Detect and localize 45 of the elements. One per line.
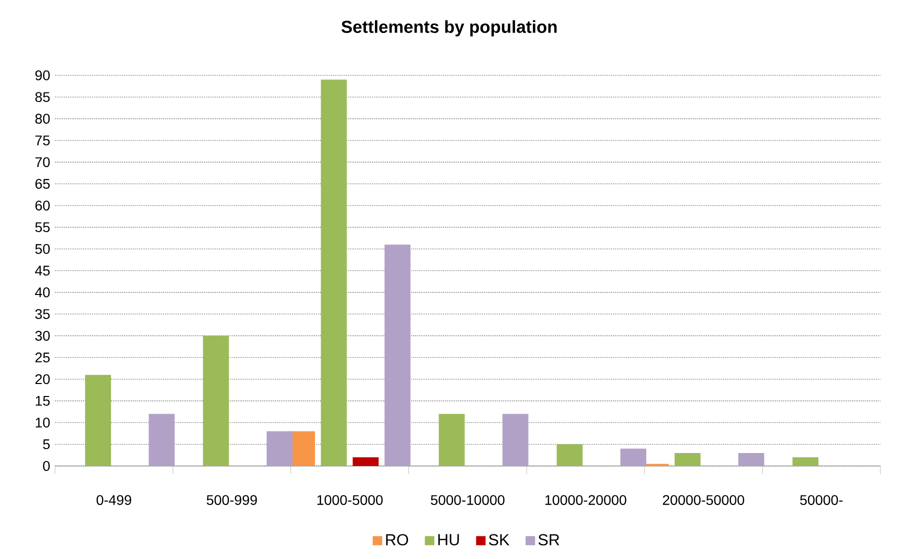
x-tick-label: 0-499 bbox=[96, 495, 132, 505]
y-tick-label: 20 bbox=[35, 374, 50, 384]
bar bbox=[320, 80, 347, 466]
bar bbox=[556, 444, 583, 466]
legend-label: RO bbox=[386, 534, 408, 546]
y-tick-label: 85 bbox=[35, 92, 50, 102]
y-tick-label: 55 bbox=[35, 222, 50, 232]
legend-label: SK bbox=[488, 534, 510, 546]
bar bbox=[352, 457, 379, 466]
bar bbox=[738, 452, 764, 466]
bar bbox=[202, 336, 229, 466]
y-tick-label: 50 bbox=[35, 244, 50, 254]
bar bbox=[85, 374, 112, 466]
legend-label: HU bbox=[438, 534, 459, 546]
x-tick-label: 5000-10000 bbox=[430, 495, 504, 505]
bar bbox=[620, 448, 646, 466]
x-tick-label: 50000- bbox=[800, 495, 843, 505]
chart-title: Settlements by population bbox=[342, 20, 557, 36]
y-tick-label: 75 bbox=[35, 136, 50, 146]
y-tick-label: 5 bbox=[43, 439, 50, 450]
y-tick-label: 80 bbox=[35, 114, 50, 124]
y-tick-label: 60 bbox=[35, 200, 50, 211]
bar bbox=[674, 452, 701, 466]
legend-label: SR bbox=[538, 534, 560, 546]
x-tick-label: 10000-20000 bbox=[545, 495, 626, 505]
y-tick-label: 30 bbox=[35, 330, 50, 341]
bar bbox=[792, 457, 818, 466]
x-tick-label: 500-999 bbox=[206, 495, 257, 505]
bar bbox=[266, 431, 293, 466]
y-tick-label: 70 bbox=[35, 157, 50, 168]
y-tick-label: 65 bbox=[35, 178, 50, 189]
bar bbox=[502, 414, 528, 466]
y-tick-label: 45 bbox=[35, 266, 50, 276]
y-tick-label: 90 bbox=[35, 70, 50, 80]
bar bbox=[384, 244, 410, 466]
y-tick-label: 35 bbox=[35, 309, 50, 320]
y-tick-label: 0 bbox=[43, 461, 50, 471]
x-tick-label: 20000-50000 bbox=[662, 495, 744, 505]
bar bbox=[438, 414, 465, 466]
y-tick-label: 10 bbox=[36, 418, 50, 428]
y-tick-label: 40 bbox=[35, 287, 50, 298]
x-tick-label: 1000-5000 bbox=[317, 495, 383, 505]
y-tick-label: 25 bbox=[35, 352, 50, 362]
bar bbox=[148, 414, 175, 466]
y-tick-label: 15 bbox=[36, 396, 50, 406]
